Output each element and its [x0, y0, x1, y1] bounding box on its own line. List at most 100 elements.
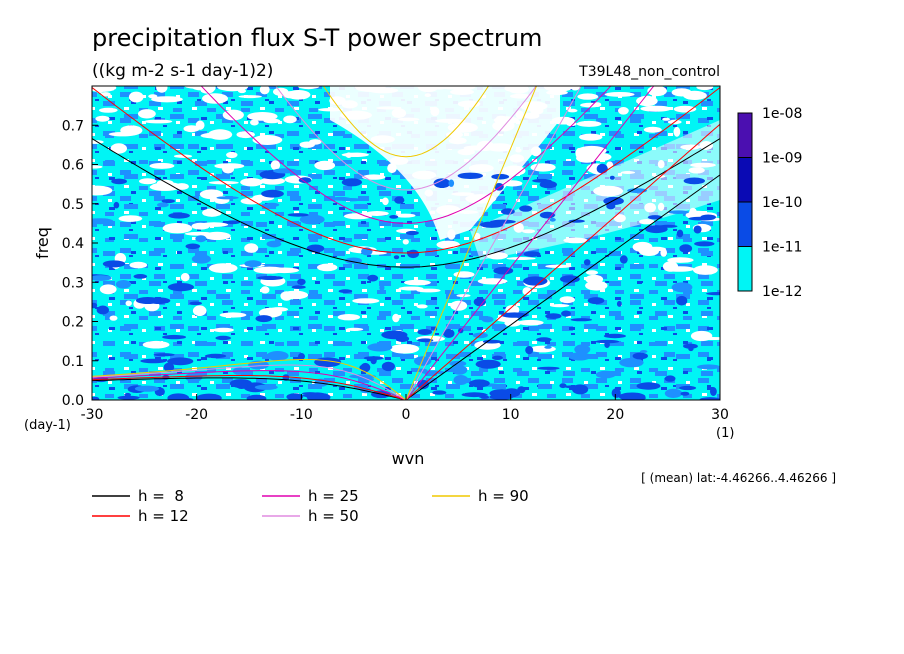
high-power-patch	[185, 372, 203, 382]
low-power-patch	[202, 208, 222, 217]
y-tick-label: 0.5	[62, 197, 84, 213]
high-power-patch	[115, 280, 131, 289]
high-power-patch	[561, 310, 571, 317]
high-power-patch	[161, 199, 175, 204]
high-power-patch	[379, 284, 385, 291]
low-power-patch	[636, 95, 658, 107]
high-power-patch	[359, 364, 367, 371]
dispersion-curve	[92, 87, 720, 254]
low-power-patch	[183, 125, 200, 133]
high-power-patch	[480, 221, 504, 228]
high-power-patch	[302, 392, 318, 396]
high-power-patch	[519, 205, 533, 212]
latitude-note: [ (mean) lat:-4.46266..4.46266 ]	[641, 471, 836, 485]
x-tick-label: -10	[290, 407, 313, 423]
y-tick-label: 0.4	[62, 236, 84, 252]
high-power-patch	[341, 178, 362, 187]
low-power-patch	[270, 160, 281, 171]
x-tick-label: -30	[81, 407, 104, 423]
high-power-patch	[574, 344, 591, 355]
y-axis-label: freq	[33, 227, 52, 259]
low-power-patch	[202, 93, 228, 104]
legend-label: h = 90	[478, 487, 529, 505]
high-power-patch	[679, 244, 693, 253]
low-power-patch	[259, 86, 270, 95]
high-power-patch	[583, 259, 591, 266]
low-power-patch	[362, 174, 386, 180]
high-power-patch	[215, 335, 231, 341]
high-power-patch	[523, 276, 548, 286]
spectrum-field	[92, 86, 720, 400]
low-power-patch	[346, 327, 364, 331]
low-power-patch	[208, 129, 233, 140]
high-power-patch	[480, 395, 490, 399]
high-power-patch	[299, 214, 325, 225]
high-power-patch	[676, 229, 684, 238]
low-power-patch	[673, 126, 681, 137]
low-power-patch	[173, 154, 193, 158]
high-power-patch	[433, 178, 451, 188]
low-power-patch	[95, 115, 110, 122]
high-power-patch	[394, 196, 405, 204]
low-power-patch	[100, 92, 111, 97]
high-power-patch	[407, 249, 420, 259]
low-power-patch	[353, 152, 362, 157]
y-tick-label: 0.1	[62, 354, 84, 370]
low-power-patch	[517, 319, 544, 326]
low-power-patch	[125, 300, 132, 307]
high-power-patch	[261, 189, 284, 198]
dispersion-curve	[92, 375, 407, 400]
high-power-patch	[235, 380, 248, 389]
low-power-patch	[297, 86, 320, 90]
high-power-patch	[457, 172, 483, 179]
dispersion-curve	[405, 86, 655, 400]
high-power-patch	[683, 177, 705, 185]
low-power-patch	[236, 131, 255, 139]
high-power-patch	[517, 386, 526, 394]
low-power-patch	[213, 327, 234, 333]
high-power-patch	[469, 379, 490, 388]
high-power-patch	[133, 274, 148, 279]
high-power-patch	[645, 225, 668, 234]
dispersion-curve	[405, 86, 582, 400]
high-power-patch	[632, 352, 648, 360]
high-power-patch	[96, 305, 110, 315]
low-power-patch	[144, 119, 173, 124]
y-tick-label: 0.7	[62, 118, 84, 134]
high-power-patch	[693, 225, 702, 234]
high-power-patch	[676, 295, 688, 306]
high-power-patch	[257, 275, 284, 280]
high-power-patch	[501, 312, 528, 318]
low-power-patch	[314, 160, 336, 171]
low-power-patch	[180, 273, 190, 282]
low-power-patch	[529, 345, 556, 353]
low-power-patch	[118, 215, 143, 222]
low-power-patch	[585, 280, 608, 291]
high-power-patch	[189, 301, 202, 306]
high-power-patch	[349, 374, 376, 379]
colorbar-label: 1e-09	[762, 151, 802, 167]
dispersion-curve	[92, 364, 407, 400]
high-power-patch	[473, 297, 486, 307]
high-power-patch	[273, 168, 298, 174]
low-power-patch	[662, 117, 670, 121]
high-power-patch	[710, 387, 717, 396]
low-power-patch	[404, 279, 431, 286]
legend-label: h = 50	[308, 507, 359, 525]
high-power-patch	[537, 366, 560, 370]
low-power-patch	[365, 211, 389, 216]
dispersion-curve	[92, 138, 720, 268]
high-power-patch	[298, 353, 305, 360]
low-power-patch	[689, 207, 697, 218]
high-power-patch	[306, 244, 325, 253]
high-power-patch	[255, 315, 273, 323]
high-power-patch	[493, 266, 514, 275]
high-power-patch	[451, 365, 468, 375]
low-power-patch	[664, 266, 695, 272]
high-power-patch	[254, 384, 278, 390]
low-power-patch	[252, 135, 283, 145]
low-power-patch	[402, 239, 409, 245]
high-power-patch	[539, 180, 557, 189]
low-power-patch	[576, 145, 607, 156]
high-power-patch	[481, 316, 494, 323]
